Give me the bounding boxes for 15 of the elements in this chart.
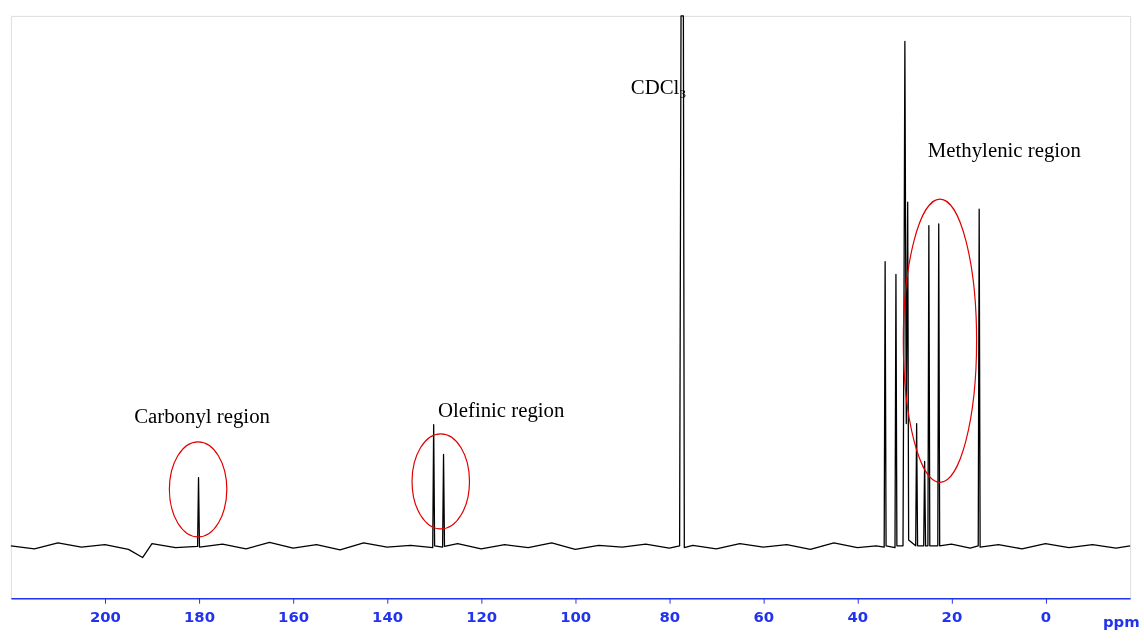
x-tick-label: 200 [89,607,121,626]
x-tick-label: 0 [1040,607,1052,626]
x-tick-label: 60 [753,607,775,626]
annotation: Methylenic region [927,137,1082,162]
x-axis-title: ppm [1102,612,1140,631]
annotation: Olefinic region [437,398,566,423]
x-tick-label: 80 [659,607,681,626]
x-tick-label: 20 [941,607,963,626]
x-tick-label: 40 [847,607,869,626]
x-tick-label: 180 [184,607,215,626]
annotation: Carbonyl region [134,403,271,428]
x-tick-label: 120 [466,607,498,626]
x-tick-label: 140 [372,607,404,626]
x-tick-label: 100 [560,607,592,626]
x-tick-label: 160 [278,607,310,626]
